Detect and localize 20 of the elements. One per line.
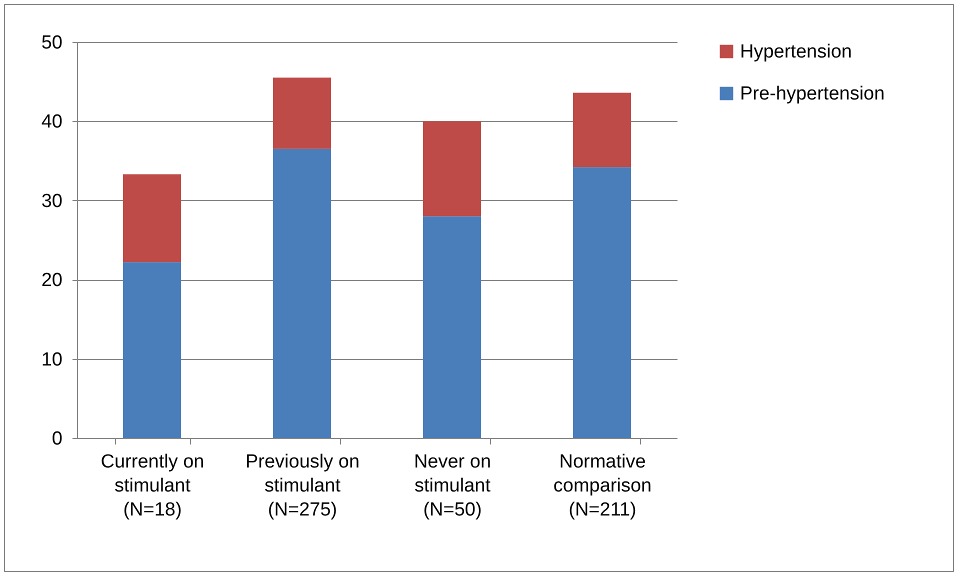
bar (123, 174, 181, 262)
y-tick-label: 30 (41, 190, 62, 212)
bar (273, 78, 331, 149)
bar (573, 92, 631, 168)
x-tick-label: Previously on stimulant (N=275) (245, 452, 360, 520)
bar (273, 148, 331, 438)
y-tick-label: 20 (41, 270, 62, 292)
y-tick-label: 10 (41, 349, 62, 370)
y-tick-label: 50 (41, 32, 62, 54)
x-tick-label: Currently on stimulant (N=18) (100, 452, 204, 520)
bar (573, 167, 631, 438)
legend-label: Hypertension (740, 42, 852, 62)
bar (423, 216, 481, 438)
y-tick-label: 0 (52, 428, 62, 450)
legend-label: Pre-hypertension (740, 84, 885, 104)
x-tick-label: Never on stimulant (N=50) (414, 452, 492, 520)
y-tick-label: 40 (41, 112, 62, 133)
x-tick-label: Normative comparison (N=211) (553, 452, 652, 520)
bar (423, 121, 481, 216)
bar (123, 262, 181, 438)
